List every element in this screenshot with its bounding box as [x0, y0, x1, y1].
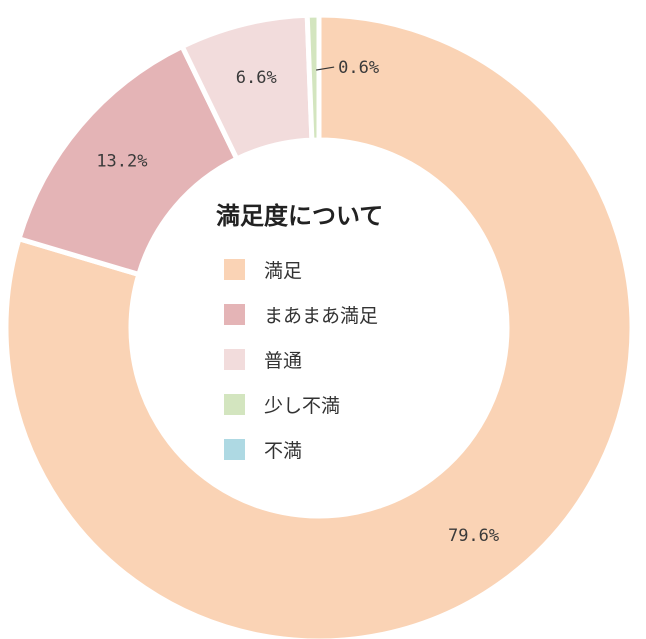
slice-1-label: 79.6% [448, 526, 499, 546]
slice-1 [3, 12, 635, 639]
slice-group [3, 12, 635, 639]
slice-2-label: 13.2% [96, 152, 147, 172]
slice-4 [304, 12, 322, 143]
legend-swatch-3 [224, 349, 245, 370]
legend-swatch-2 [224, 304, 245, 325]
legend-label-3: 普通 [264, 350, 302, 372]
slice-3-label: 6.6% [236, 68, 277, 88]
legend-swatch-4 [224, 394, 245, 415]
legend-label-4: 少し不満 [264, 395, 340, 417]
legend-label-1: 満足 [264, 260, 302, 282]
slice-4-label: 0.6% [338, 58, 379, 78]
data-label-group: 79.6% 13.2% 6.6% 0.6% [96, 58, 499, 546]
legend-swatch-5 [224, 439, 245, 460]
legend-swatch-1 [224, 259, 245, 280]
slice-4-leader-line [316, 66, 335, 71]
legend-label-2: まあまあ満足 [264, 305, 378, 327]
legend-label-5: 不満 [264, 440, 302, 462]
chart-title: 満足度について [216, 202, 383, 230]
